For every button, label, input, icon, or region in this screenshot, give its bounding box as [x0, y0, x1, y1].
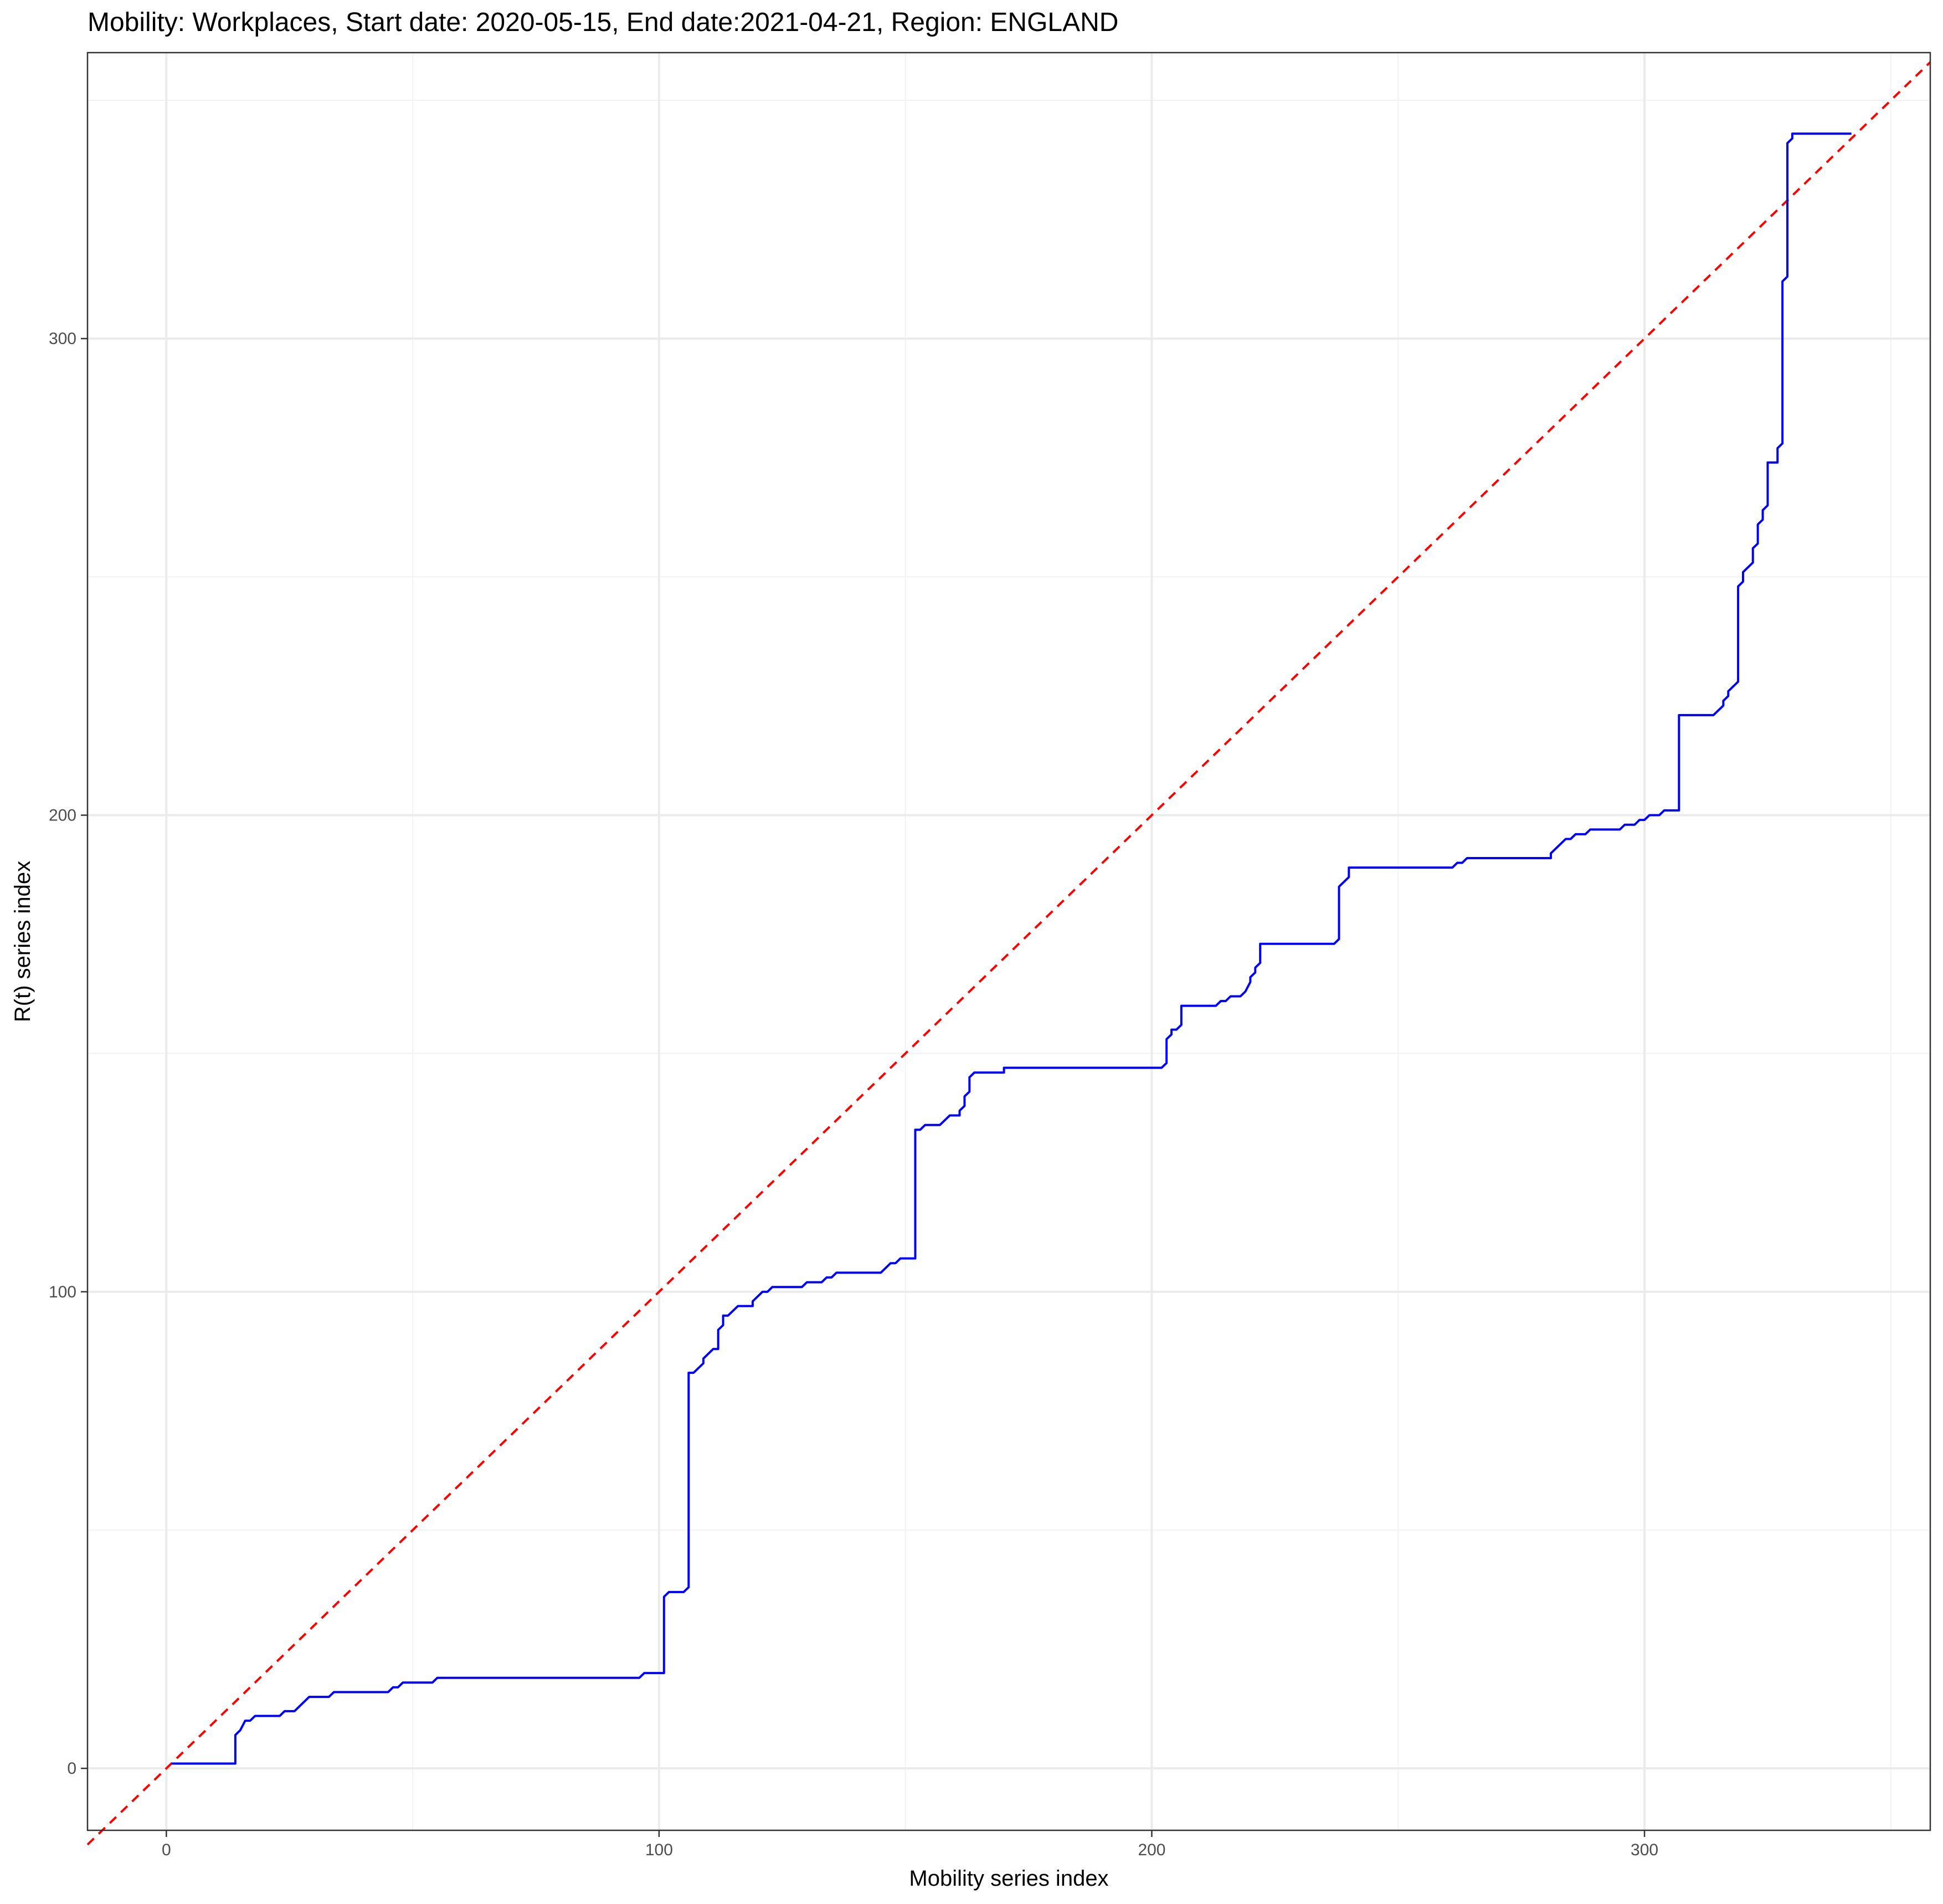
chart-title: Mobility: Workplaces, Start date: 2020-0…	[88, 8, 1118, 37]
x-axis: 0 100 200 300	[162, 1830, 1658, 1859]
panel-border	[86, 52, 1931, 1831]
reference-line-dashed	[86, 61, 1931, 1846]
x-tick-label: 0	[162, 1841, 171, 1859]
y-tick-label: 0	[67, 1759, 76, 1778]
series-layer	[171, 132, 1852, 1765]
x-axis-title: Mobility series index	[909, 1866, 1108, 1891]
x-tick-label: 300	[1631, 1841, 1658, 1859]
y-tick-label: 100	[49, 1283, 76, 1301]
y-axis-title: R(t) series index	[11, 861, 35, 1022]
x-tick-label: 200	[1138, 1841, 1165, 1859]
x-tick-label: 100	[645, 1841, 673, 1859]
y-axis: 0 100 200 300	[49, 330, 88, 1778]
reference-line-layer	[86, 61, 1931, 1846]
grid	[88, 53, 1930, 1830]
plot-panel	[86, 52, 1931, 1846]
y-tick-label: 200	[49, 807, 76, 825]
y-tick-label: 300	[49, 330, 76, 348]
series-line	[171, 132, 1852, 1765]
